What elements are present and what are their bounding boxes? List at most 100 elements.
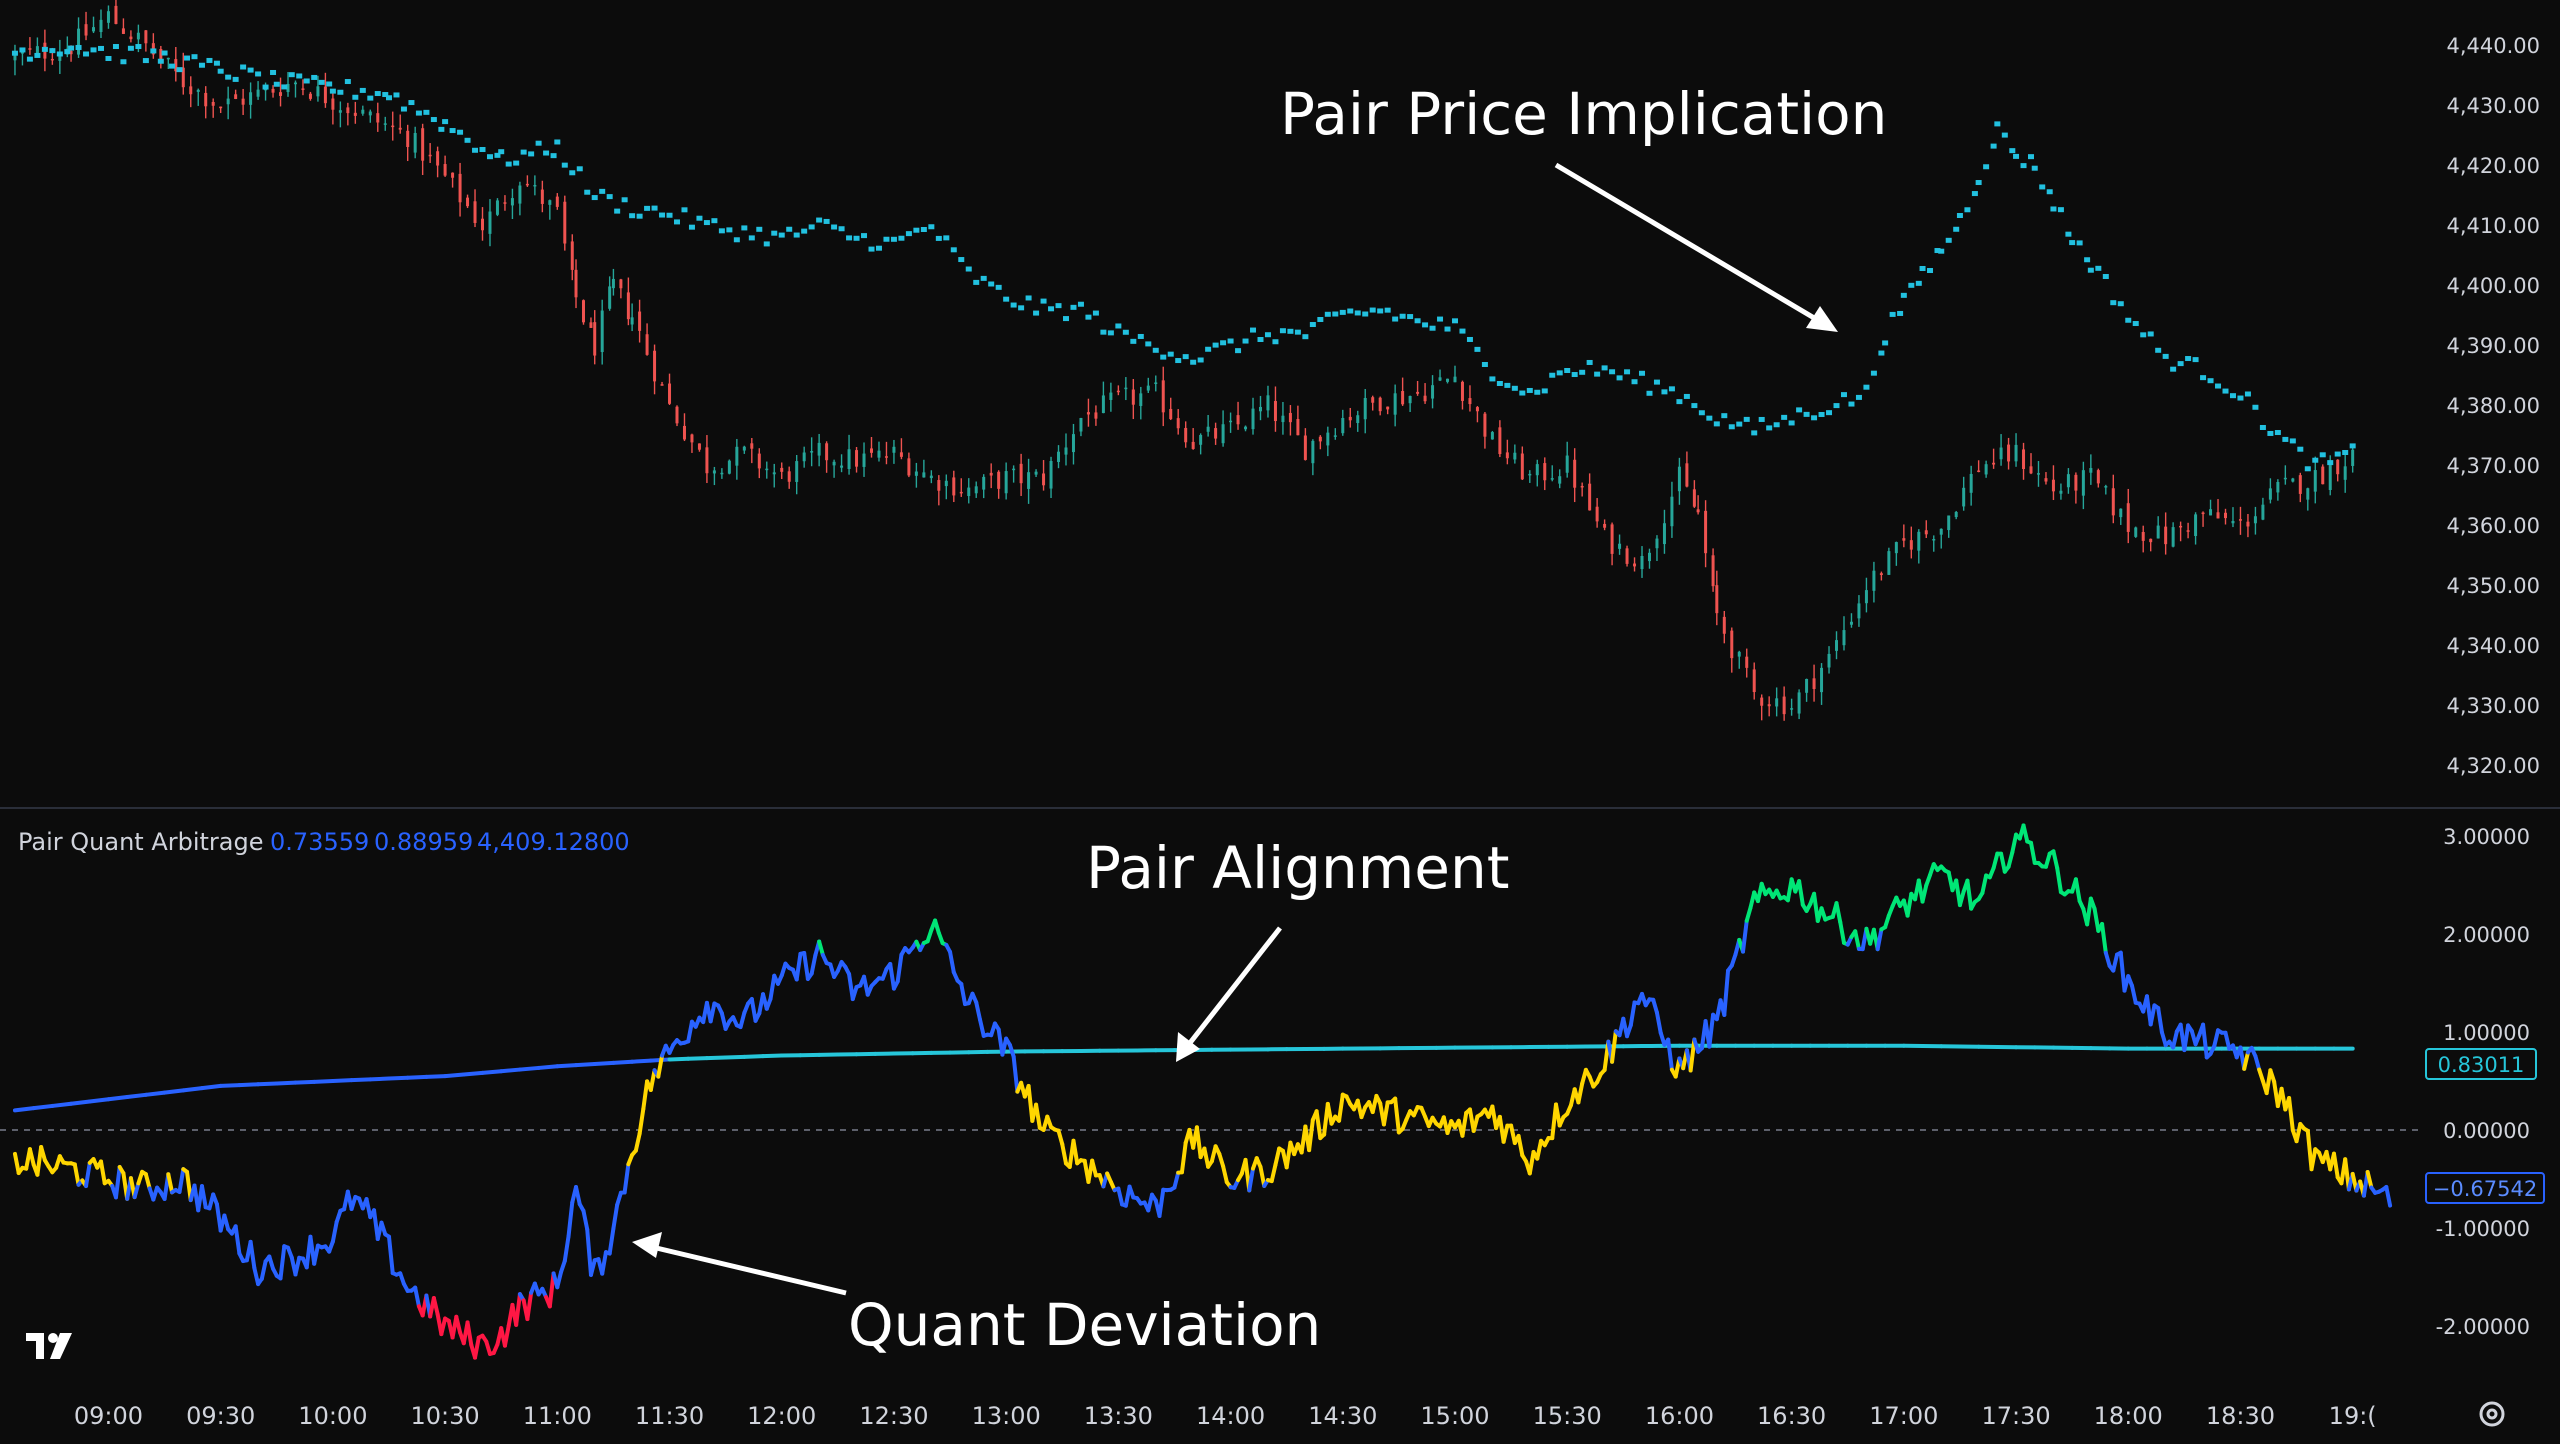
candle-body bbox=[1753, 669, 1756, 692]
candle-body bbox=[937, 480, 940, 491]
implied-price-dot bbox=[794, 233, 800, 238]
candle-body bbox=[1573, 460, 1576, 488]
implied-price-dot bbox=[2342, 450, 2348, 455]
candle-body bbox=[676, 407, 679, 424]
implied-price-dot bbox=[1302, 334, 1308, 339]
candle-body bbox=[436, 151, 439, 165]
implied-price-dot bbox=[1160, 355, 1166, 360]
candle-body bbox=[503, 202, 506, 204]
candle-body bbox=[1521, 454, 1524, 480]
candle-body bbox=[870, 448, 873, 452]
candle-body bbox=[1805, 679, 1808, 693]
candle-body bbox=[698, 443, 701, 449]
candle-body bbox=[1835, 640, 1838, 651]
candle-body bbox=[1424, 396, 1427, 402]
implied-price-dot bbox=[883, 237, 889, 242]
implied-price-dot bbox=[1542, 388, 1548, 393]
implied-price-dot bbox=[289, 72, 295, 77]
implied-price-dot bbox=[2065, 232, 2071, 237]
alignment-segment bbox=[389, 1078, 408, 1079]
implied-price-dot bbox=[521, 150, 527, 155]
implied-price-dot bbox=[1774, 422, 1780, 427]
candle-body bbox=[1880, 573, 1883, 575]
candle-body bbox=[1162, 380, 1165, 412]
candle-body bbox=[1252, 409, 1255, 430]
candle-body bbox=[1783, 697, 1786, 715]
implied-price-dot bbox=[1871, 371, 1877, 376]
oscillator-tick-label: -1.00000 bbox=[2436, 1217, 2530, 1241]
implied-price-dot bbox=[1759, 417, 1765, 422]
candle-body bbox=[459, 174, 462, 202]
implied-price-dot bbox=[255, 71, 261, 76]
implied-price-dot bbox=[513, 161, 519, 166]
implied-price-dot bbox=[1714, 421, 1720, 426]
candle-body bbox=[1970, 474, 1973, 493]
implied-price-dot bbox=[637, 214, 643, 219]
candle-body bbox=[1281, 416, 1284, 422]
time-tick-label: 15:00 bbox=[1420, 1402, 1489, 1430]
candle-body bbox=[257, 90, 260, 97]
candle-body bbox=[1775, 698, 1778, 706]
alignment-segment bbox=[445, 1074, 464, 1076]
candle-body bbox=[2231, 521, 2234, 523]
alignment-segment bbox=[726, 1057, 745, 1058]
implied-price-dot bbox=[1063, 316, 1069, 321]
candle-body bbox=[2134, 527, 2137, 536]
candle-body bbox=[451, 173, 454, 178]
implied-price-dot bbox=[1676, 399, 1682, 404]
implied-price-dot bbox=[2237, 396, 2243, 401]
implied-price-dot bbox=[801, 229, 807, 234]
candle-body bbox=[1431, 385, 1434, 398]
implied-price-dot bbox=[1347, 309, 1353, 314]
implied-price-dot bbox=[1639, 371, 1645, 376]
price-tick-label: 4,320.00 bbox=[2446, 754, 2540, 778]
implied-price-dot bbox=[958, 257, 964, 262]
implied-price-dot bbox=[951, 247, 957, 252]
time-tick-label: 14:30 bbox=[1308, 1402, 1377, 1430]
implied-price-dot bbox=[592, 195, 598, 200]
candle-body bbox=[582, 300, 585, 322]
implied-price-dot bbox=[214, 61, 220, 66]
candle-body bbox=[705, 447, 708, 473]
candle-body bbox=[376, 113, 379, 122]
candle-body bbox=[189, 86, 192, 94]
implied-price-dot bbox=[696, 216, 702, 221]
candle-body bbox=[975, 486, 978, 493]
candle-body bbox=[990, 473, 993, 476]
implied-price-dot bbox=[1377, 308, 1383, 313]
implied-price-dot bbox=[263, 85, 269, 90]
implied-price-dot bbox=[150, 48, 156, 53]
indicator-legend[interactable]: Pair Quant Arbitrage 0.73559 0.88959 4,4… bbox=[18, 828, 630, 856]
implied-price-dot bbox=[1706, 416, 1712, 421]
candle-body bbox=[526, 184, 529, 186]
candle-body bbox=[2142, 532, 2145, 541]
price-tick-label: 4,360.00 bbox=[2446, 514, 2540, 538]
implied-price-dot bbox=[816, 218, 822, 223]
implied-price-dot bbox=[2282, 437, 2288, 442]
candle-body bbox=[1476, 407, 1479, 411]
candle-body bbox=[885, 456, 888, 458]
candle-body bbox=[354, 113, 357, 116]
implied-price-dot bbox=[1549, 373, 1555, 378]
candle-body bbox=[1820, 668, 1823, 692]
implied-price-dot bbox=[1594, 372, 1600, 377]
candle-body bbox=[601, 311, 604, 352]
time-tick-label: 09:30 bbox=[186, 1402, 255, 1430]
candle-body bbox=[488, 212, 491, 234]
alignment-segment bbox=[595, 1063, 614, 1064]
candle-body bbox=[848, 449, 851, 469]
candle-body bbox=[301, 88, 304, 90]
implied-price-dot bbox=[57, 51, 63, 56]
implied-price-dot bbox=[1882, 340, 1888, 345]
candle-body bbox=[825, 443, 828, 460]
candle-body bbox=[406, 131, 409, 147]
alignment-segment bbox=[108, 1097, 127, 1099]
implied-price-dot bbox=[91, 47, 97, 52]
candle-body bbox=[1581, 486, 1584, 488]
implied-price-dot bbox=[326, 81, 332, 86]
candle-body bbox=[1394, 393, 1397, 414]
candle-body bbox=[2172, 527, 2175, 547]
candle-body bbox=[952, 477, 955, 495]
